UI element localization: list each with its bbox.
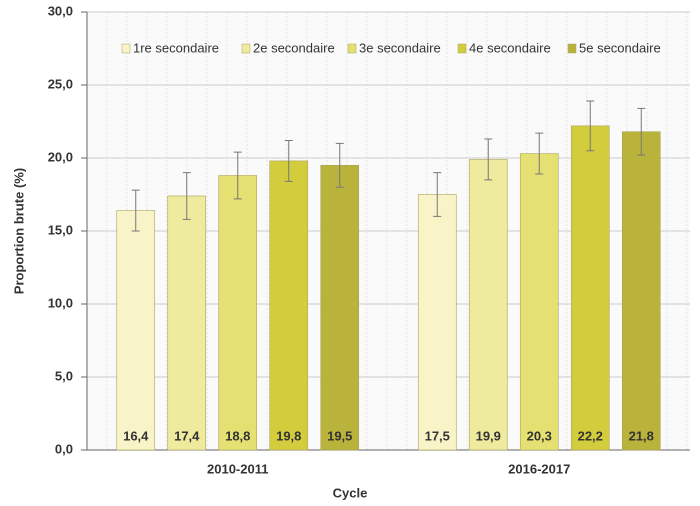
value-label: 19,8 <box>276 428 301 443</box>
bar <box>167 195 207 451</box>
value-label: 22,2 <box>578 428 603 443</box>
value-label: 19,9 <box>476 428 501 443</box>
bar <box>269 160 309 451</box>
legend-swatch <box>121 43 131 54</box>
legend-swatch <box>347 43 357 54</box>
error-bar <box>182 172 191 220</box>
error-bar <box>284 139 293 182</box>
error-bar <box>131 189 140 232</box>
value-label: 16,4 <box>123 428 149 443</box>
error-bar <box>335 142 344 188</box>
value-label: 20,3 <box>527 428 552 443</box>
x-axis-title: Cycle <box>333 485 368 500</box>
x-tick-label: 2016-2017 <box>508 461 570 476</box>
value-label: 18,8 <box>225 428 250 443</box>
bar <box>320 165 360 451</box>
value-label: 19,5 <box>327 428 352 443</box>
legend-label: 5e secondaire <box>579 40 661 55</box>
legend-swatch <box>241 43 251 54</box>
y-axis-title: Proportion brute (%) <box>11 168 26 294</box>
y-tick-label: 30,0 <box>48 3 73 18</box>
value-label: 17,5 <box>425 428 450 443</box>
legend-swatch <box>457 43 467 54</box>
legend-label: 3e secondaire <box>359 40 441 55</box>
error-bar <box>233 151 242 200</box>
bar <box>218 175 258 451</box>
legend-label: 4e secondaire <box>469 40 551 55</box>
legend-label: 2e secondaire <box>253 40 335 55</box>
error-bar <box>586 100 595 152</box>
y-tick-label: 20,0 <box>48 149 73 164</box>
legend-swatch <box>567 43 577 54</box>
x-tick-label: 2010-2011 <box>207 461 268 476</box>
bar <box>519 153 559 451</box>
error-bar <box>484 138 493 181</box>
value-label: 17,4 <box>174 428 200 443</box>
error-bar <box>637 107 646 156</box>
y-tick-label: 0,0 <box>55 441 73 456</box>
y-tick-label: 25,0 <box>48 76 73 91</box>
y-tick-label: 15,0 <box>48 222 73 237</box>
bar <box>417 194 457 451</box>
value-label: 21,8 <box>629 428 654 443</box>
bar <box>116 210 156 451</box>
bar <box>570 125 610 451</box>
bar <box>621 131 661 451</box>
error-bar <box>535 132 544 175</box>
y-tick-label: 5,0 <box>55 368 73 383</box>
legend-label: 1re secondaire <box>133 40 219 55</box>
error-bar <box>433 172 442 217</box>
y-tick-label: 10,0 <box>48 295 73 310</box>
bar <box>468 159 508 451</box>
